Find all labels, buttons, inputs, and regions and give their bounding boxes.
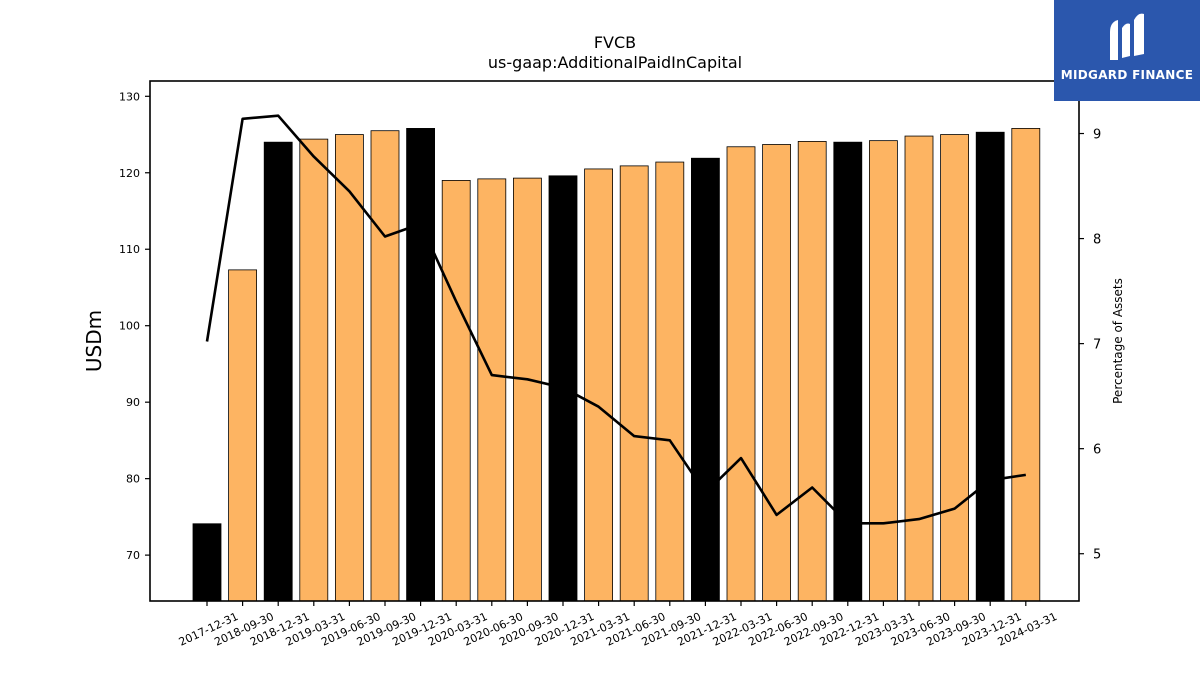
bar (406, 128, 436, 602)
x-axis-ticks: 2017-12-312018-09-302018-12-312019-03-31… (177, 601, 1059, 649)
bar (263, 141, 293, 602)
y-tick-label: 100 (119, 320, 140, 333)
y2-tick-label: 7 (1093, 338, 1101, 353)
chart-subtitle: us-gaap:AdditionalPaidInCapital (488, 53, 742, 72)
y-tick-label: 110 (119, 243, 140, 256)
bar (441, 180, 471, 602)
bar (797, 141, 827, 602)
bar (477, 178, 507, 602)
bar (975, 131, 1005, 602)
line-series (205, 114, 1026, 525)
bar (334, 134, 364, 602)
bar (299, 138, 329, 602)
y2-tick-label: 6 (1093, 443, 1101, 458)
y2-tick-label: 5 (1093, 548, 1101, 563)
bar (940, 134, 969, 602)
y-tick-label: 130 (119, 90, 140, 103)
midgard-logo-mark-icon (1110, 13, 1144, 60)
bar (1011, 128, 1041, 602)
bar (833, 141, 863, 602)
bar (228, 269, 258, 602)
y-axis-ticks: 70 80 90 100 110 120 130 (119, 90, 150, 562)
y-tick-label: 90 (126, 396, 140, 409)
y-axis-label: USDm (82, 310, 106, 372)
bar (726, 146, 756, 602)
percentage-line (205, 114, 1026, 525)
bar (691, 157, 720, 602)
bar (869, 140, 898, 602)
bar (370, 130, 400, 602)
y-tick-label: 80 (126, 473, 140, 486)
bar (584, 168, 613, 602)
plot-frame (149, 80, 1080, 602)
logo-text: MIDGARD FINANCE (1060, 68, 1194, 82)
midgard-finance-logo: MIDGARD FINANCE (1054, 0, 1200, 101)
bar (655, 161, 685, 602)
y2-tick-label: 9 (1093, 128, 1101, 143)
bar (619, 165, 649, 602)
y2-axis-label: Percentage of Assets (1111, 278, 1125, 404)
bar (192, 523, 222, 602)
chart-title: FVCB (594, 33, 636, 52)
y-tick-label: 120 (119, 167, 140, 180)
y2-axis-ticks: 5 6 7 8 9 (1079, 128, 1101, 563)
bar (904, 135, 934, 602)
bar (762, 144, 791, 602)
y2-tick-label: 8 (1093, 233, 1101, 248)
y-tick-label: 70 (126, 549, 140, 562)
bar (513, 177, 542, 602)
bar-series (192, 128, 1041, 602)
